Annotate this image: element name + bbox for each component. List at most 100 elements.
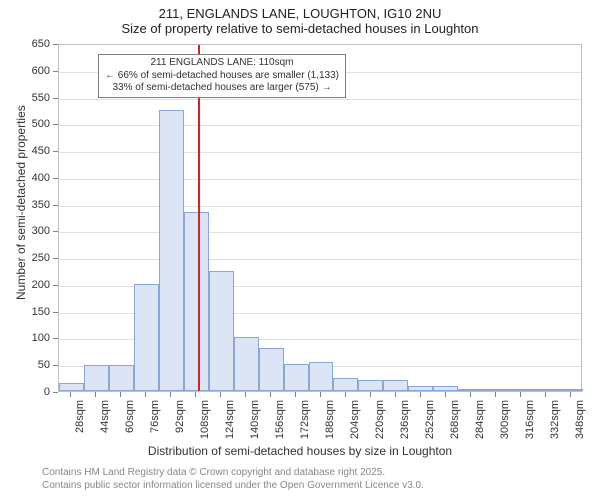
y-tick-mark: [53, 312, 58, 313]
gridline: [59, 206, 581, 207]
chart: 211, ENGLANDS LANE, LOUGHTON, IG10 2NU S…: [0, 0, 600, 500]
y-tick-mark: [53, 338, 58, 339]
gridline: [59, 125, 581, 126]
y-tick-mark: [53, 205, 58, 206]
y-tick-mark: [53, 44, 58, 45]
y-tick-mark: [53, 98, 58, 99]
histogram-bar: [159, 110, 184, 391]
x-tick-mark: [95, 392, 96, 397]
x-tick-label: 108sqm: [199, 400, 211, 439]
gridline: [59, 259, 581, 260]
annotation-box: 211 ENGLANDS LANE: 110sqm← 66% of semi-d…: [98, 54, 346, 98]
x-tick-label: 236sqm: [399, 400, 411, 439]
x-axis-title: Distribution of semi-detached houses by …: [0, 444, 600, 458]
x-tick-label: 348sqm: [574, 400, 586, 439]
x-tick-mark: [395, 392, 396, 397]
gridline: [59, 152, 581, 153]
histogram-bar: [209, 271, 234, 391]
x-tick-label: 220sqm: [374, 400, 386, 439]
x-tick-mark: [170, 392, 171, 397]
y-tick-mark: [53, 258, 58, 259]
histogram-bar: [259, 348, 284, 391]
y-tick-mark: [53, 71, 58, 72]
x-tick-label: 172sqm: [299, 400, 311, 439]
histogram-bar: [59, 383, 84, 391]
x-tick-mark: [445, 392, 446, 397]
histogram-bar: [358, 380, 383, 391]
histogram-bar: [284, 364, 309, 391]
y-tick-label: 550: [0, 92, 50, 104]
x-tick-mark: [145, 392, 146, 397]
histogram-bar: [234, 337, 259, 391]
x-tick-mark: [295, 392, 296, 397]
y-tick-label: 150: [0, 306, 50, 318]
x-tick-mark: [245, 392, 246, 397]
chart-subtitle: Size of property relative to semi-detach…: [0, 21, 600, 36]
gridline: [59, 99, 581, 100]
histogram-bar: [508, 389, 533, 391]
histogram-bar: [483, 389, 508, 391]
histogram-bar: [84, 365, 109, 391]
x-tick-label: 44sqm: [99, 400, 111, 433]
y-tick-mark: [53, 392, 58, 393]
x-tick-mark: [345, 392, 346, 397]
x-tick-label: 268sqm: [449, 400, 461, 439]
gridline: [59, 179, 581, 180]
x-tick-mark: [420, 392, 421, 397]
histogram-bar: [558, 389, 583, 391]
footer-line-2: Contains public sector information licen…: [42, 479, 424, 492]
histogram-bar: [458, 389, 483, 391]
x-tick-label: 140sqm: [249, 400, 261, 439]
x-tick-mark: [220, 392, 221, 397]
y-axis-title: Number of semi-detached properties: [14, 105, 28, 300]
x-tick-label: 156sqm: [274, 400, 286, 439]
annotation-line: 211 ENGLANDS LANE: 110sqm: [105, 57, 339, 70]
histogram-bar: [383, 380, 408, 391]
y-tick-mark: [53, 231, 58, 232]
y-tick-label: 50: [0, 359, 50, 371]
y-tick-label: 600: [0, 65, 50, 77]
histogram-bar: [333, 378, 358, 391]
x-tick-mark: [570, 392, 571, 397]
x-tick-mark: [195, 392, 196, 397]
y-tick-mark: [53, 178, 58, 179]
footer-line-1: Contains HM Land Registry data © Crown c…: [42, 466, 424, 479]
x-tick-mark: [120, 392, 121, 397]
histogram-bar: [408, 386, 433, 391]
x-tick-label: 300sqm: [499, 400, 511, 439]
x-tick-mark: [495, 392, 496, 397]
x-tick-label: 316sqm: [524, 400, 536, 439]
x-tick-mark: [470, 392, 471, 397]
y-tick-label: 650: [0, 38, 50, 50]
histogram-bar: [309, 362, 334, 391]
x-tick-mark: [270, 392, 271, 397]
y-tick-mark: [53, 124, 58, 125]
chart-title: 211, ENGLANDS LANE, LOUGHTON, IG10 2NU: [0, 6, 600, 21]
x-tick-mark: [320, 392, 321, 397]
histogram-bar: [433, 386, 458, 391]
chart-footer: Contains HM Land Registry data © Crown c…: [42, 466, 424, 492]
x-tick-mark: [370, 392, 371, 397]
x-tick-label: 76sqm: [149, 400, 161, 433]
x-tick-mark: [70, 392, 71, 397]
x-tick-label: 28sqm: [74, 400, 86, 433]
histogram-bar: [134, 284, 159, 391]
x-tick-label: 60sqm: [124, 400, 136, 433]
x-tick-label: 204sqm: [349, 400, 361, 439]
annotation-line: ← 66% of semi-detached houses are smalle…: [105, 70, 339, 83]
histogram-bar: [109, 365, 134, 391]
y-tick-label: 100: [0, 332, 50, 344]
y-tick-mark: [53, 151, 58, 152]
x-tick-label: 124sqm: [224, 400, 236, 439]
y-tick-label: 0: [0, 386, 50, 398]
x-tick-label: 92sqm: [174, 400, 186, 433]
histogram-bar: [184, 212, 209, 391]
x-tick-label: 332sqm: [549, 400, 561, 439]
x-tick-mark: [545, 392, 546, 397]
annotation-line: 33% of semi-detached houses are larger (…: [105, 82, 339, 95]
x-tick-label: 252sqm: [424, 400, 436, 439]
x-tick-label: 188sqm: [324, 400, 336, 439]
gridline: [59, 232, 581, 233]
y-tick-mark: [53, 365, 58, 366]
x-tick-label: 284sqm: [474, 400, 486, 439]
